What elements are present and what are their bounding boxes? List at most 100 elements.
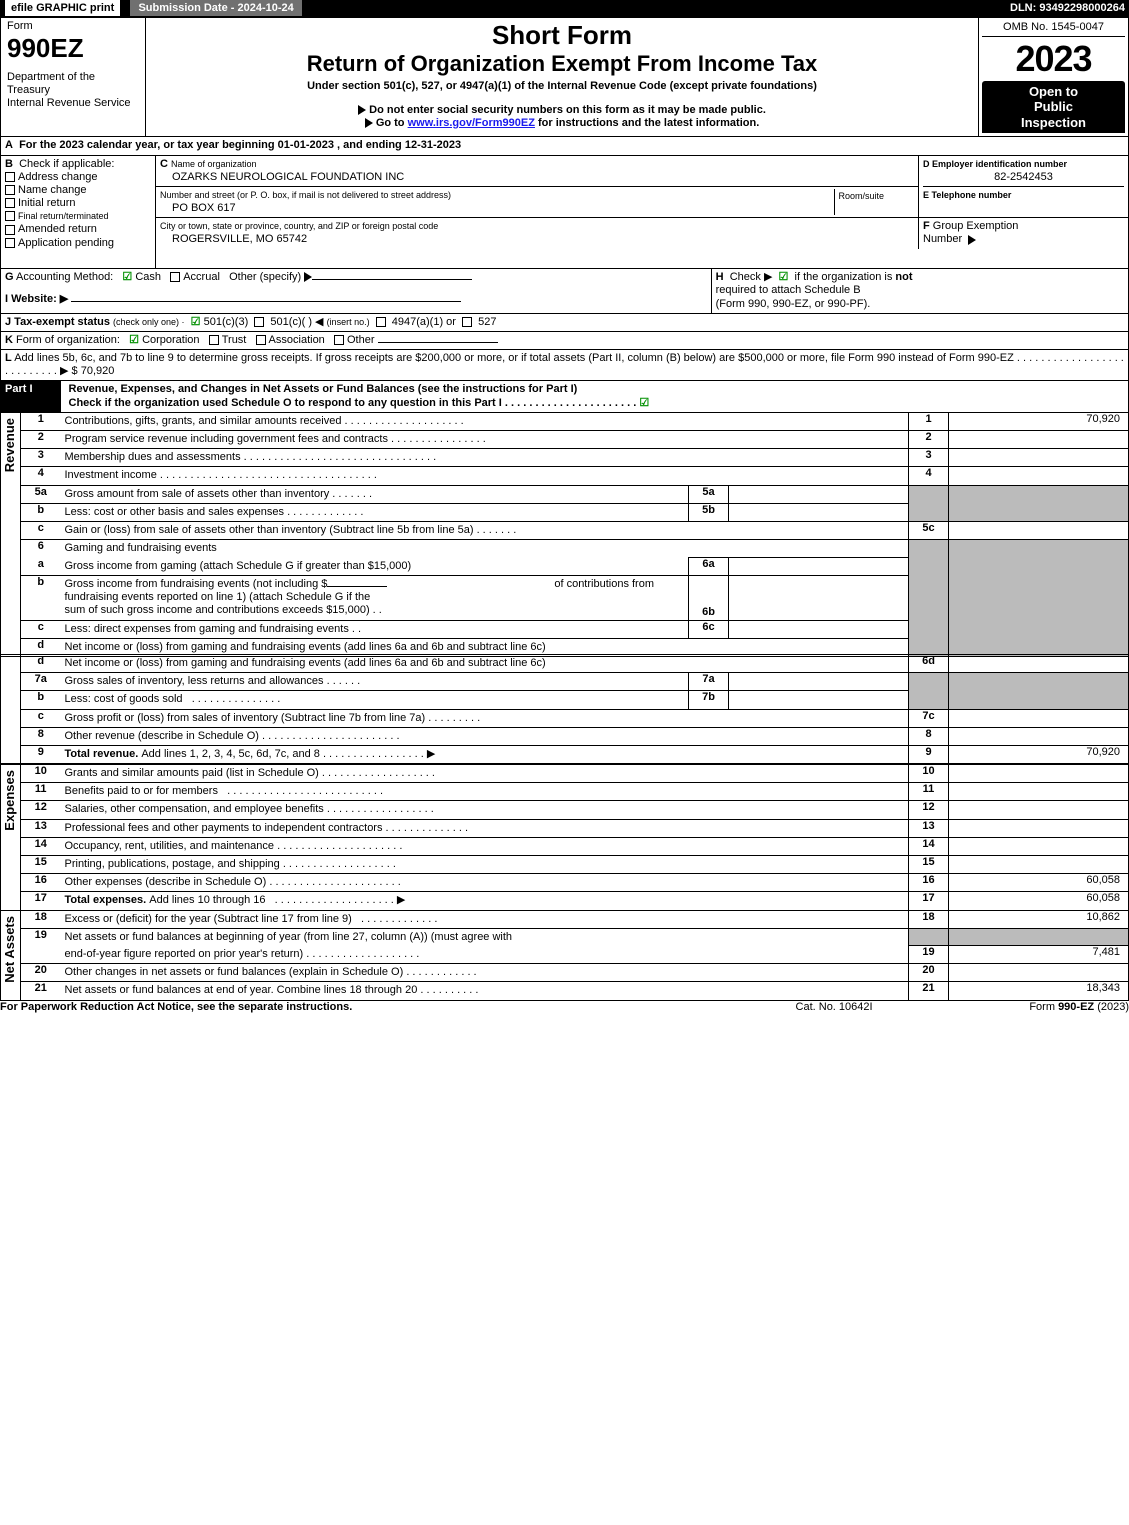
footer-right-bold: 990-EZ bbox=[1058, 1001, 1094, 1013]
j-527-checkbox[interactable] bbox=[462, 317, 472, 327]
line-12: Salaries, other compensation, and employ… bbox=[65, 803, 324, 815]
part-i-see: (see the instructions for Part I) bbox=[415, 383, 578, 395]
d7b: . . . . . . . . . . . . . . . bbox=[192, 693, 281, 705]
sec-l-val: $ 70,920 bbox=[72, 365, 115, 377]
j-4947-checkbox[interactable] bbox=[376, 317, 386, 327]
amount-3 bbox=[949, 449, 1129, 467]
sec-a-text: For the 2023 calendar year, or tax year … bbox=[19, 139, 461, 151]
line-box: 13 bbox=[909, 819, 949, 837]
amount-8 bbox=[949, 727, 1129, 745]
j-o4: 527 bbox=[478, 316, 496, 328]
sec-c-text: Name of organization bbox=[171, 159, 257, 169]
line-box: 11 bbox=[909, 783, 949, 801]
line-8: Other revenue (describe in Schedule O) bbox=[65, 730, 259, 742]
line-6b4: sum of such gross income and contributio… bbox=[65, 604, 370, 616]
d3: . . . . . . . . . . . . . . . . . . . . … bbox=[241, 451, 437, 463]
line-num: c bbox=[21, 709, 61, 727]
line-6d: Net income or (loss) from gaming and fun… bbox=[65, 657, 546, 669]
amount-16: 60,058 bbox=[949, 874, 1129, 892]
shade-box bbox=[909, 485, 949, 521]
amount-5c bbox=[949, 521, 1129, 539]
sec-g-text: Accounting Method: bbox=[16, 271, 113, 283]
d17: . . . . . . . . . . . . . . . . . . . . bbox=[275, 894, 394, 906]
line-num: 8 bbox=[21, 727, 61, 745]
j-501c3-check-icon: ☑ bbox=[191, 316, 201, 328]
under-section: Under section 501(c), 527, or 4947(a)(1)… bbox=[148, 80, 976, 93]
part-i-check: Check if the organization used Schedule … bbox=[69, 397, 502, 409]
name-change-checkbox[interactable] bbox=[5, 185, 15, 195]
line-num: 6 bbox=[21, 540, 61, 558]
amount-2 bbox=[949, 431, 1129, 449]
sub-box: 6b bbox=[689, 576, 729, 621]
k-other-checkbox[interactable] bbox=[334, 335, 344, 345]
d19: . . . . . . . . . . . . . . . . . . . bbox=[303, 948, 419, 960]
app-pending-checkbox[interactable] bbox=[5, 238, 15, 248]
line-6b3: fundraising events reported on line 1) (… bbox=[65, 591, 371, 603]
line-19-1: Net assets or fund balances at beginning… bbox=[65, 931, 513, 943]
address-change-checkbox[interactable] bbox=[5, 172, 15, 182]
d16: . . . . . . . . . . . . . . . . . . . . … bbox=[266, 876, 400, 888]
street: PO BOX 617 bbox=[160, 202, 236, 214]
k-trust-checkbox[interactable] bbox=[209, 335, 219, 345]
d5a: . . . . . . . bbox=[329, 488, 372, 500]
d7a: . . . . . . bbox=[324, 675, 361, 687]
return-title: Return of Organization Exempt From Incom… bbox=[148, 51, 976, 77]
line-box: 7c bbox=[909, 709, 949, 727]
final-return-checkbox[interactable] bbox=[5, 211, 15, 221]
j-o3: 4947(a)(1) or bbox=[392, 316, 456, 328]
line-box: 20 bbox=[909, 964, 949, 982]
d8: . . . . . . . . . . . . . . . . . . . . … bbox=[259, 730, 400, 742]
j-o1: 501(c)(3) bbox=[204, 316, 249, 328]
line-num: 4 bbox=[21, 467, 61, 485]
efile-print-button[interactable]: efile GRAPHIC print bbox=[4, 0, 121, 17]
g-accrual: Accrual bbox=[183, 271, 220, 283]
line-7a: Gross sales of inventory, less returns a… bbox=[65, 675, 324, 687]
amount-14 bbox=[949, 837, 1129, 855]
d1: . . . . . . . . . . . . . . . . . . . . bbox=[341, 415, 463, 427]
amount-7c bbox=[949, 709, 1129, 727]
k-2: Association bbox=[269, 334, 325, 346]
open-2: Public bbox=[984, 99, 1123, 115]
j-501c-checkbox[interactable] bbox=[254, 317, 264, 327]
contrib-amount-input[interactable] bbox=[327, 586, 387, 587]
shade-box bbox=[909, 673, 949, 709]
city-label: City or town, state or province, country… bbox=[160, 221, 438, 231]
parti-checkmark-icon: ☑ bbox=[639, 397, 649, 409]
sec-f-label: F bbox=[923, 220, 930, 232]
line-box: 2 bbox=[909, 431, 949, 449]
line-21: Net assets or fund balances at end of ye… bbox=[65, 984, 418, 996]
k-assoc-checkbox[interactable] bbox=[256, 335, 266, 345]
arrow-icon bbox=[304, 272, 312, 282]
amount-17: 60,058 bbox=[949, 892, 1129, 910]
sub-box: 7b bbox=[689, 691, 729, 709]
irs-link[interactable]: www.irs.gov/Form990EZ bbox=[408, 117, 535, 129]
omb: OMB No. 1545-0047 bbox=[982, 21, 1125, 37]
opt-4: Amended return bbox=[18, 223, 97, 235]
amount-1: 70,920 bbox=[949, 412, 1129, 430]
sec-b-label: B bbox=[5, 158, 13, 170]
line-box: 9 bbox=[909, 745, 949, 764]
line-5b: Less: cost or other basis and sales expe… bbox=[65, 506, 285, 518]
line-num bbox=[21, 946, 61, 964]
line-num: b bbox=[21, 503, 61, 521]
line-9: Add lines 1, 2, 3, 4, 5c, 6d, 7c, and 8 bbox=[141, 748, 320, 760]
j-ins: (insert no.) bbox=[327, 317, 370, 327]
h-text2: if the organization is bbox=[795, 271, 896, 283]
accrual-checkbox[interactable] bbox=[170, 272, 180, 282]
website-input[interactable] bbox=[71, 301, 461, 302]
line-6d: Net income or (loss) from gaming and fun… bbox=[65, 641, 546, 653]
short-form-title: Short Form bbox=[148, 20, 976, 51]
amount-12 bbox=[949, 801, 1129, 819]
amended-return-checkbox[interactable] bbox=[5, 225, 15, 235]
other-specify-input[interactable] bbox=[312, 279, 472, 280]
line-num: b bbox=[21, 691, 61, 709]
line-6b1: Gross income from fundraising events (no… bbox=[65, 578, 328, 590]
initial-return-checkbox[interactable] bbox=[5, 198, 15, 208]
part-i-label: Part I bbox=[1, 381, 61, 411]
k-other-input[interactable] bbox=[378, 342, 498, 343]
sec-l-label: L bbox=[5, 352, 12, 364]
d4: . . . . . . . . . . . . . . . . . . . . … bbox=[157, 469, 377, 481]
sub-amt-6c bbox=[729, 620, 909, 638]
open-3: Inspection bbox=[984, 115, 1123, 131]
line-box: 18 bbox=[909, 910, 949, 928]
